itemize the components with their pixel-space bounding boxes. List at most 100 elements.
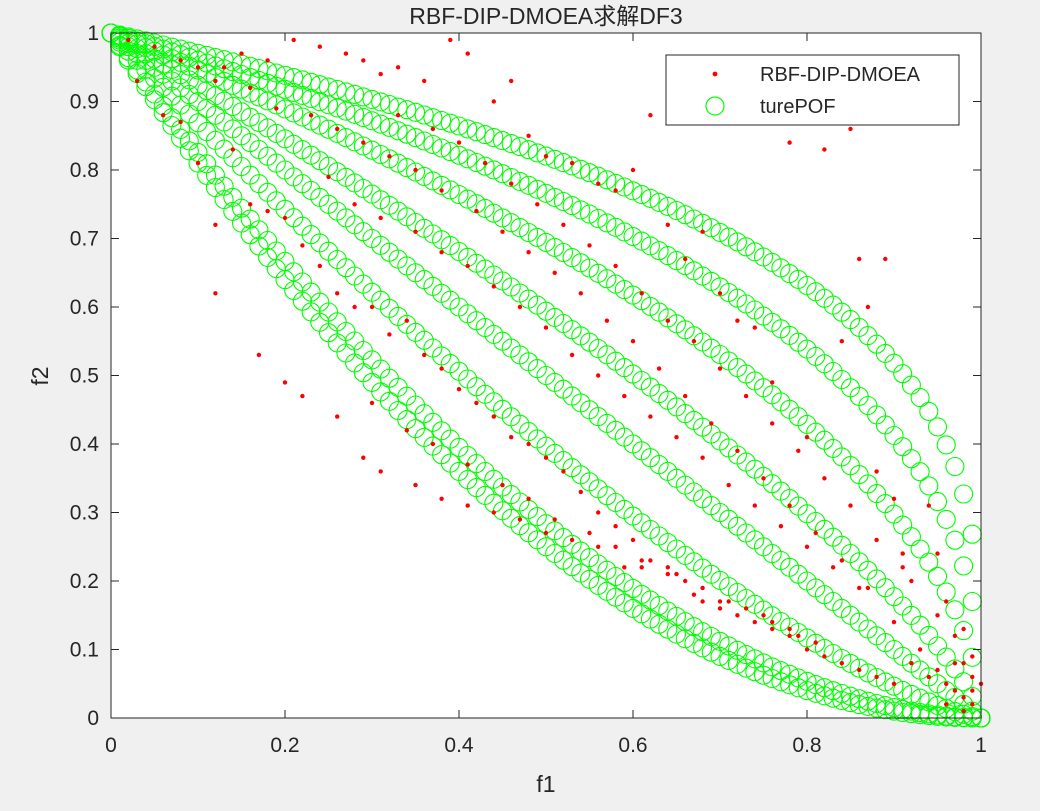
true-pof-point	[762, 657, 782, 677]
true-pof-point	[327, 79, 347, 100]
rbf-dip-dmoea-point	[178, 119, 183, 125]
true-pof-point	[310, 75, 330, 95]
rbf-dip-dmoea-point	[961, 626, 966, 632]
rbf-dip-dmoea-point	[674, 571, 679, 577]
rbf-dip-dmoea-point	[787, 140, 792, 145]
rbf-dip-dmoea-point	[491, 284, 496, 289]
true-pof-point	[927, 417, 948, 437]
rbf-dip-dmoea-point	[430, 441, 436, 447]
true-pof-point	[675, 205, 695, 225]
rbf-dip-dmoea-point	[787, 633, 792, 638]
true-pof-point	[501, 213, 521, 233]
rbf-dip-dmoea-point	[448, 37, 453, 43]
rbf-dip-dmoea-point	[648, 558, 653, 563]
legend: RBF-DIP-DMOEA turePOF	[665, 54, 960, 126]
rbf-dip-dmoea-point	[761, 476, 766, 481]
rbf-dip-dmoea-point	[439, 366, 444, 371]
rbf-dip-dmoea-point	[735, 613, 740, 618]
true-pof-point	[867, 667, 887, 688]
true-pof-point	[658, 246, 678, 266]
rbf-dip-dmoea-point	[822, 147, 827, 152]
true-pof-point	[397, 124, 417, 144]
true-pof-point	[649, 614, 669, 634]
true-pof-point	[345, 84, 365, 104]
rbf-dip-dmoea-point	[535, 202, 540, 207]
rbf-dip-dmoea-point	[787, 626, 792, 632]
rbf-dip-dmoea-point	[717, 599, 723, 604]
rbf-dip-dmoea-point	[857, 667, 862, 673]
true-pof-point	[640, 236, 660, 256]
true-pof-point	[893, 680, 913, 700]
true-pof-point	[614, 177, 634, 197]
rbf-dip-dmoea-point	[543, 455, 549, 460]
true-pof-point	[432, 138, 452, 158]
true-pof-point	[910, 388, 930, 408]
rbf-dip-dmoea-point	[326, 174, 331, 180]
chart-title: RBF-DIP-DMOEA求解DF3	[409, 3, 682, 29]
rbf-dip-dmoea-point	[422, 78, 427, 84]
rbf-dip-dmoea-point	[613, 263, 618, 269]
rbf-dip-dmoea-point	[265, 58, 270, 63]
true-pof-point	[275, 65, 295, 85]
true-pof-point	[632, 231, 652, 251]
rbf-dip-dmoea-point	[126, 37, 131, 43]
rbf-dip-dmoea-point	[413, 482, 418, 488]
true-pof-point	[510, 137, 530, 157]
true-pof-point	[954, 556, 974, 576]
true-pof-point	[919, 401, 939, 421]
rbf-dip-dmoea-point	[439, 188, 444, 193]
true-pof-point	[266, 63, 286, 83]
rbf-dip-dmoea-point	[343, 51, 349, 56]
true-pof-point	[458, 119, 478, 139]
rbf-dip-dmoea-point	[813, 640, 818, 645]
true-pof-point	[353, 136, 373, 156]
y-tick-label: 1	[87, 22, 99, 45]
true-pof-point	[553, 191, 573, 212]
rbf-dip-dmoea-point	[430, 126, 436, 132]
rbf-dip-dmoea-point	[378, 469, 383, 474]
true-pof-point	[614, 222, 634, 242]
rbf-dip-dmoea-point	[900, 551, 905, 556]
true-pof-point	[292, 85, 312, 105]
rbf-dip-dmoea-point	[857, 256, 862, 262]
true-pof-point	[597, 213, 617, 233]
rbf-dip-dmoea-point	[891, 496, 897, 501]
rbf-dip-dmoea-point	[700, 599, 705, 604]
rbf-dip-dmoea-point	[517, 517, 523, 522]
true-pof-point	[927, 492, 948, 512]
true-pof-point	[440, 113, 460, 133]
rbf-dip-dmoea-point	[717, 606, 723, 611]
rbf-dip-dmoea-point	[308, 113, 314, 118]
rbf-dip-dmoea-point	[587, 243, 592, 248]
true-pof-point	[649, 192, 669, 212]
rbf-dip-dmoea-point	[509, 181, 514, 186]
true-pof-point	[919, 692, 939, 712]
rbf-dip-dmoea-point	[213, 222, 218, 227]
rbf-dip-dmoea-point	[195, 160, 201, 166]
y-tick-label: 0.3	[70, 502, 99, 525]
true-pof-point	[780, 664, 800, 684]
true-pof-point	[466, 122, 486, 142]
rbf-dip-dmoea-point	[596, 373, 601, 378]
rbf-dip-dmoea-point	[683, 393, 688, 399]
rbf-dip-dmoea-point	[543, 154, 549, 159]
rbf-dip-dmoea-layer	[126, 37, 984, 714]
true-pof-point	[318, 77, 339, 97]
true-pof-point	[371, 92, 391, 112]
x-tick-label: 0.4	[444, 734, 474, 757]
true-pof-point	[414, 105, 434, 125]
rbf-dip-dmoea-point	[491, 99, 496, 104]
rbf-dip-dmoea-point	[474, 208, 479, 214]
rbf-dip-dmoea-point	[291, 37, 296, 43]
rbf-dip-dmoea-point	[900, 565, 905, 570]
true-pof-point	[449, 184, 469, 205]
rbf-dip-dmoea-point	[909, 661, 914, 666]
rbf-dip-dmoea-point	[700, 455, 705, 460]
true-pof-point	[579, 204, 600, 224]
rbf-dip-dmoea-point	[404, 318, 409, 323]
true-pof-point	[910, 688, 930, 708]
rbf-dip-dmoea-point	[300, 393, 305, 399]
true-pof-point	[362, 89, 382, 109]
true-pof-point	[927, 566, 948, 586]
